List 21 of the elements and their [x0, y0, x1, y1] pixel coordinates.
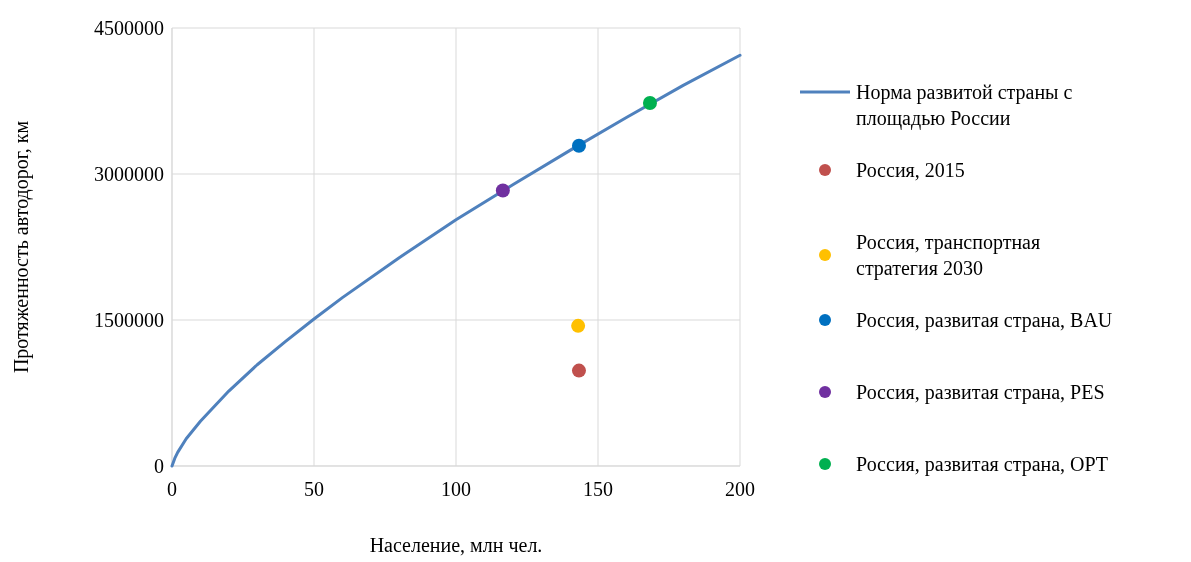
y-tick-label: 4500000: [94, 17, 164, 39]
point: [642, 95, 657, 110]
y-tick-label: 1500000: [94, 309, 164, 331]
point: [571, 138, 586, 153]
legend-label: Россия, развитая страна, PES: [856, 381, 1105, 404]
y-axis-title: Протяженность автодорог, км: [10, 120, 33, 374]
legend-label: Россия, 2015: [856, 159, 965, 181]
x-tick-label: 100: [441, 478, 471, 500]
y-tick-label: 0: [154, 455, 164, 477]
point: [571, 363, 586, 378]
x-tick-label: 50: [304, 478, 324, 500]
legend-label: Норма развитой страны с площадью России: [856, 81, 1073, 130]
legend-label: Россия, развитая страна, OPT: [856, 453, 1108, 476]
x-tick-label: 150: [583, 478, 613, 500]
y-tick-label: 3000000: [94, 163, 164, 185]
x-tick-label: 200: [725, 478, 755, 500]
point: [571, 318, 586, 333]
legend-label: Россия, транспортная стратегия 2030: [856, 231, 1041, 280]
point: [495, 183, 510, 198]
legend-label: Россия, развитая страна, BAU: [856, 309, 1113, 332]
x-axis-title: Население, млн чел.: [369, 534, 543, 556]
